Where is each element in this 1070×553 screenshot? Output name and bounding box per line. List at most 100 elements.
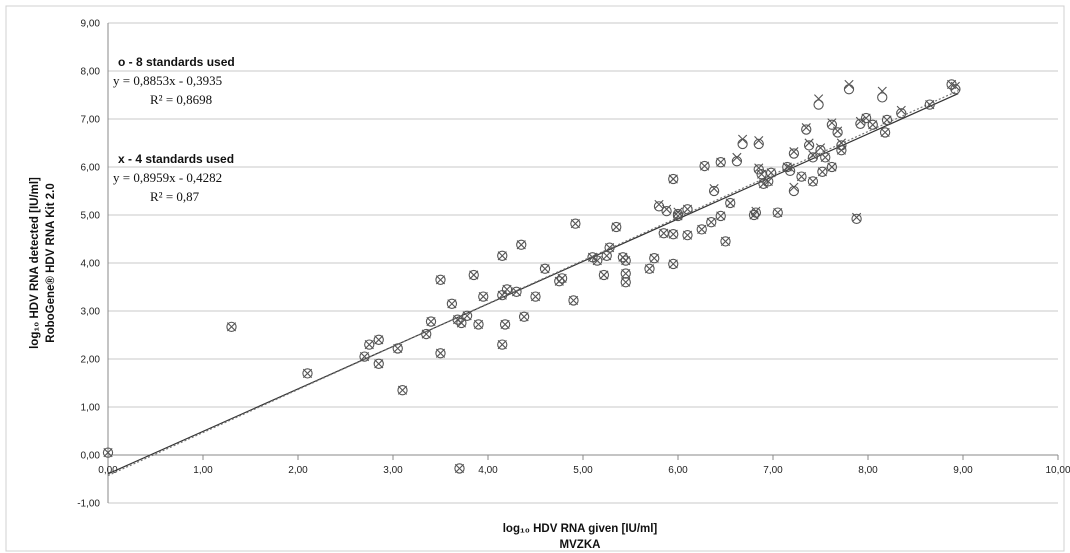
data-point-x <box>454 463 465 474</box>
data-point-o <box>620 268 631 279</box>
data-point-o <box>570 218 581 229</box>
data-point-x <box>950 81 960 91</box>
data-point-o <box>807 176 819 187</box>
data-point-o <box>554 276 565 287</box>
data-point-x <box>796 172 807 182</box>
data-point-x <box>844 79 854 90</box>
data-point-o <box>497 339 508 350</box>
data-point-x <box>662 204 672 214</box>
data-point-x <box>668 229 678 239</box>
y-axis-title: log₁₀ HDV RNA detected [IU/ml] <box>29 177 41 349</box>
data-point-x <box>827 162 837 172</box>
data-point-x <box>497 340 507 350</box>
trendline-o <box>107 93 959 475</box>
data-point-o <box>425 316 437 327</box>
data-point-o <box>592 255 603 266</box>
data-point-x <box>814 94 824 104</box>
y-tick-label: 7,00 <box>81 115 101 126</box>
annotation-equation-x: y = 0,8959x - 0,4282 <box>113 170 222 185</box>
legend-annotations: o - 8 standards used y = 0,8853x - 0,393… <box>113 55 235 204</box>
data-point-x <box>673 207 683 217</box>
data-point-o <box>102 447 114 458</box>
data-point-o <box>682 230 693 241</box>
data-point-x <box>773 208 783 218</box>
data-point-x <box>868 120 878 130</box>
data-point-x <box>668 174 678 184</box>
data-point-x <box>540 264 550 274</box>
data-point-x <box>426 316 436 327</box>
data-point-x <box>827 118 837 128</box>
data-point-x <box>766 168 776 178</box>
data-point-o <box>815 145 826 156</box>
chart-border <box>5 5 1065 552</box>
x-tick-label: 7,00 <box>763 465 783 476</box>
y-axis-subtitle: RoboGene® HDV RNA Kit 2.0 <box>45 183 57 342</box>
data-point-x <box>516 240 526 250</box>
y-tick-label: 0,00 <box>81 451 101 462</box>
y-tick-label: 8,00 <box>81 67 101 78</box>
data-point-o <box>598 269 610 281</box>
data-point-o <box>539 263 551 274</box>
data-point-o <box>668 173 679 185</box>
data-point-x <box>682 230 693 240</box>
x-tick-label: 4,00 <box>478 465 498 476</box>
data-point-o <box>788 148 800 159</box>
data-point-x <box>896 105 906 115</box>
y-tick-label: 2,00 <box>81 355 101 366</box>
data-point-o <box>226 321 237 332</box>
data-point-o <box>446 298 458 309</box>
data-point-x <box>530 292 541 302</box>
data-point-x <box>557 273 567 283</box>
data-point-o <box>879 127 891 138</box>
y-tick-label: 1,00 <box>81 403 101 414</box>
data-point-x <box>497 290 507 300</box>
data-point-x <box>435 275 446 285</box>
data-point-x <box>587 252 598 262</box>
data-point-x <box>880 127 890 138</box>
data-point-o <box>568 295 579 306</box>
y-tick-label: 4,00 <box>81 259 101 270</box>
data-point-x <box>659 228 669 238</box>
x-tick-label: 3,00 <box>383 465 403 476</box>
data-point-o <box>499 319 511 330</box>
data-point-x <box>374 335 384 345</box>
data-point-x <box>374 359 384 369</box>
data-point-x <box>668 259 678 269</box>
data-point-o <box>435 348 446 359</box>
data-point-x <box>782 162 792 172</box>
data-point-x <box>751 206 761 216</box>
data-point-x <box>502 284 512 294</box>
data-point-x <box>725 198 735 208</box>
y-tick-label: 3,00 <box>81 307 101 318</box>
x-tick-label: 6,00 <box>668 465 688 476</box>
data-point-o <box>813 99 824 110</box>
data-point-o <box>708 185 720 197</box>
data-point-o <box>435 274 446 285</box>
data-point-x <box>763 176 773 186</box>
data-point-o <box>668 258 679 270</box>
data-point-o <box>725 197 736 209</box>
data-point-x <box>789 147 799 157</box>
data-point-x <box>511 287 522 297</box>
data-point-o <box>516 239 527 250</box>
data-point-o <box>855 118 866 129</box>
x-tick-label: 0,00 <box>98 465 118 476</box>
x-tick-label: 9,00 <box>953 465 973 476</box>
data-point-o <box>452 314 463 325</box>
data-point-o <box>699 160 710 172</box>
data-point-o <box>851 213 862 224</box>
data-point-o <box>753 138 764 150</box>
data-point-x <box>836 145 846 155</box>
data-point-o <box>765 167 777 178</box>
data-point-x <box>302 368 313 378</box>
data-point-o <box>807 152 819 163</box>
data-point-o <box>373 358 384 369</box>
data-point-x <box>820 152 830 162</box>
x-tick-label: 10,00 <box>1045 465 1070 476</box>
x-tick-label: 5,00 <box>573 465 593 476</box>
axes: -1,00 0,00 1,00 2,00 3,00 4,00 5,00 6,00 7,00 8,0… <box>77 19 1070 510</box>
x-tick-label: 2,00 <box>288 465 308 476</box>
data-point-x <box>697 224 707 234</box>
data-point-x <box>682 204 693 214</box>
data-point-o <box>817 166 828 177</box>
